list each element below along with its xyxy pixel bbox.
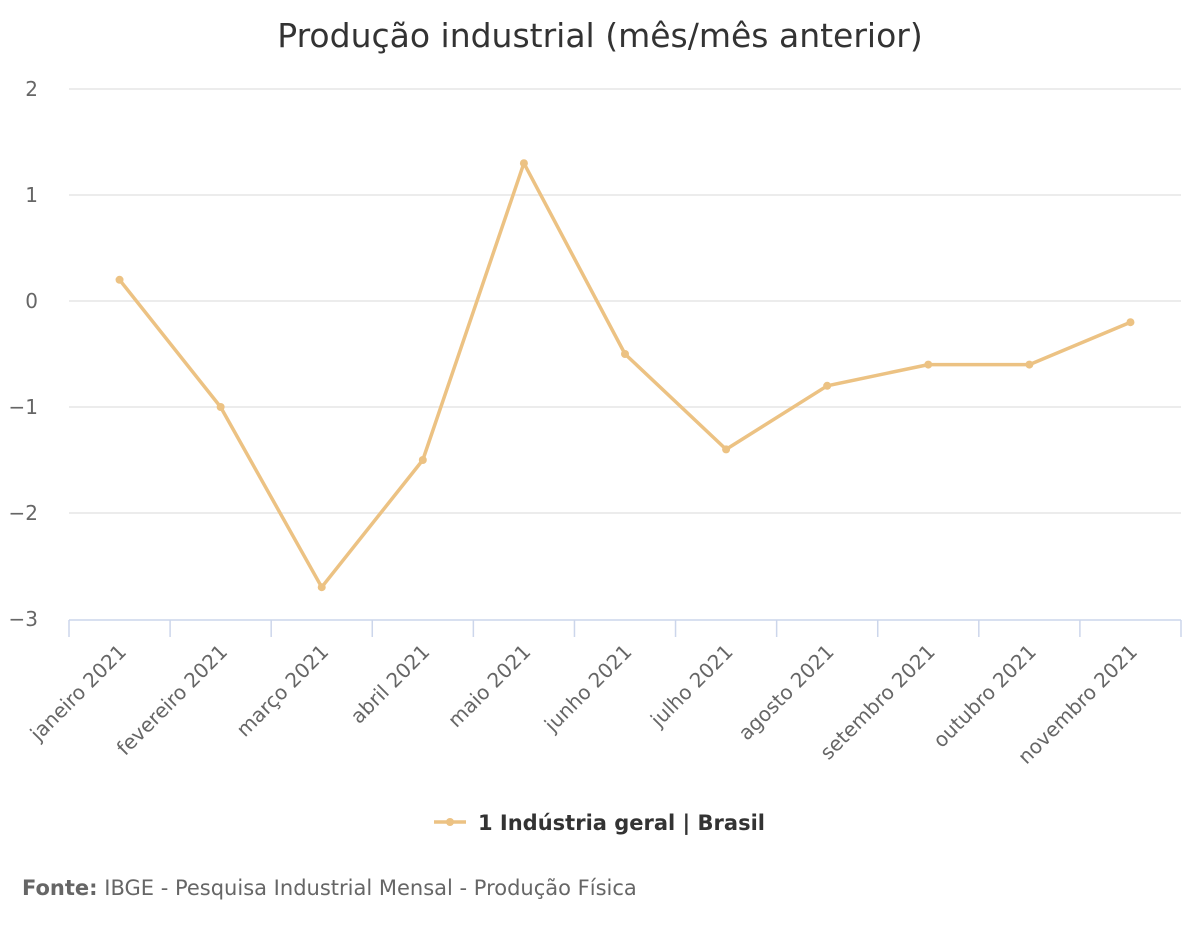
source-note: Fonte: IBGE - Pesquisa Industrial Mensal… xyxy=(22,876,637,900)
x-tick-label: maio 2021 xyxy=(443,640,535,732)
y-tick-label: 2 xyxy=(25,77,38,101)
data-point[interactable] xyxy=(418,456,427,464)
legend-marker xyxy=(446,818,454,826)
series-layer xyxy=(115,159,1135,592)
y-tick-label: −2 xyxy=(9,501,38,525)
source-text: IBGE - Pesquisa Industrial Mensal - Prod… xyxy=(104,876,637,900)
data-point[interactable] xyxy=(1126,318,1135,327)
y-axis-ticks: 2 1 0 −1 −2 −3 xyxy=(9,77,38,631)
x-tick-label: junho 2021 xyxy=(539,640,637,738)
data-point[interactable] xyxy=(1025,360,1034,369)
x-tick-label: julho 2021 xyxy=(645,640,738,733)
y-tick-label: 1 xyxy=(25,183,38,207)
x-tick-label: outubro 2021 xyxy=(928,640,1041,753)
gridlines xyxy=(69,88,1181,514)
data-point[interactable] xyxy=(924,360,933,369)
y-tick-label: −1 xyxy=(9,395,38,419)
chart-title: Produção industrial (mês/mês anterior) xyxy=(277,16,922,55)
legend[interactable]: 1 Indústria geral | Brasil xyxy=(434,811,765,836)
x-tick-label: agosto 2021 xyxy=(733,640,838,745)
data-point[interactable] xyxy=(823,381,832,390)
y-tick-label: 0 xyxy=(25,289,38,313)
data-point[interactable] xyxy=(722,445,731,454)
y-tick-label: −3 xyxy=(9,607,38,631)
data-point[interactable] xyxy=(519,159,528,168)
series-line xyxy=(117,161,1133,589)
data-point[interactable] xyxy=(317,583,326,592)
x-tick-label: março 2021 xyxy=(231,640,333,742)
data-point[interactable] xyxy=(216,403,225,411)
data-point[interactable] xyxy=(621,350,629,358)
data-point[interactable] xyxy=(115,275,124,284)
x-tick-label: abril 2021 xyxy=(346,640,435,729)
x-tick-label: janeiro 2021 xyxy=(25,640,132,747)
legend-label[interactable]: 1 Indústria geral | Brasil xyxy=(478,811,765,836)
source-label: Fonte: xyxy=(22,876,98,900)
line-chart: Produção industrial (mês/mês anterior) 2… xyxy=(9,16,1182,836)
